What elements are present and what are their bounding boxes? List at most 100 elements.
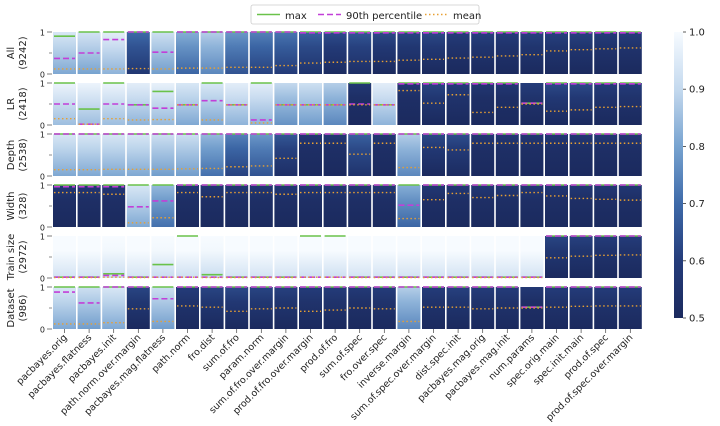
- heatmap-cell: [594, 83, 618, 125]
- heatmap-cell: [618, 134, 642, 176]
- heatmap-cell: [274, 236, 298, 278]
- heatmap-cell: [446, 236, 470, 278]
- y-tick-label: 0: [40, 275, 45, 284]
- y-tick-label: 1: [40, 284, 45, 293]
- heatmap-cell: [569, 287, 593, 329]
- heatmap-cell: [471, 185, 495, 227]
- heatmap-cell: [348, 134, 372, 176]
- legend-mean-label: mean: [453, 11, 481, 22]
- heatmap-cell: [397, 83, 421, 125]
- row-count-label: (986): [18, 294, 29, 321]
- heatmap-cell: [569, 32, 593, 74]
- heatmap-cell: [200, 185, 224, 227]
- heatmap-cell: [618, 236, 642, 278]
- heatmap-cell: [422, 83, 445, 125]
- heatmap-cell: [102, 134, 126, 176]
- heatmap-cell: [274, 287, 298, 329]
- heatmap-cell: [545, 32, 568, 74]
- heatmap-cell: [372, 32, 396, 74]
- colorbar: 1.0 0.9 0.8 0.7 0.6 0.5: [674, 28, 705, 325]
- heatmap-cell: [520, 32, 544, 74]
- heatmap-cell: [200, 32, 224, 74]
- heatmap-cell: [594, 32, 618, 74]
- heatmap-cell: [225, 32, 249, 74]
- legend-max-label: max: [285, 11, 307, 22]
- heatmap-cell: [618, 185, 642, 227]
- heatmap-cell: [102, 32, 126, 74]
- heatmap-cell: [520, 83, 544, 125]
- heatmap-cell: [397, 236, 421, 278]
- heatmap-cell: [249, 287, 273, 329]
- y-tick-label: 1: [40, 29, 45, 38]
- heatmap-cell: [151, 83, 175, 125]
- heatmap-cell: [422, 236, 445, 278]
- heatmap-cell: [495, 134, 519, 176]
- heatmap-cell: [299, 236, 322, 278]
- colorbar-tick-label: 0.8: [689, 142, 705, 153]
- heatmap-cell: [77, 83, 101, 125]
- heatmap-cell: [446, 287, 470, 329]
- heatmap-cell: [151, 236, 175, 278]
- heatmap-cell: [348, 287, 372, 329]
- heatmap-cell: [151, 287, 175, 329]
- row-count-label: (328): [18, 192, 29, 219]
- heatmap-cell: [299, 32, 322, 74]
- heatmap-cell: [225, 185, 249, 227]
- heatmap-cell: [594, 185, 618, 227]
- y-tick-label: 1: [40, 182, 45, 191]
- heatmap-cell: [446, 185, 470, 227]
- heatmap-cell: [422, 287, 445, 329]
- heatmap-cell: [176, 236, 199, 278]
- row-label: All: [6, 47, 17, 59]
- heatmap-cell: [274, 185, 298, 227]
- heatmap-cell: [618, 32, 642, 74]
- heatmap-cell: [348, 236, 372, 278]
- heatmap-cell: [200, 134, 224, 176]
- heatmap-cell: [397, 134, 421, 176]
- legend-90th-label: 90th percentile: [346, 11, 422, 22]
- heatmap-cell: [495, 236, 519, 278]
- heatmap-cell: [422, 32, 445, 74]
- colorbar-tick-label: 0.9: [689, 85, 705, 96]
- heatmap-cell: [77, 185, 101, 227]
- heatmap-cell: [299, 287, 322, 329]
- heatmap-cell: [323, 83, 347, 125]
- heatmap-cell: [151, 134, 175, 176]
- heatmap-cell: [249, 134, 273, 176]
- colorbar-tick-label: 0.5: [689, 314, 705, 325]
- y-tick-label: 0: [40, 326, 45, 335]
- heatmap-cell: [446, 32, 470, 74]
- heatmap-cell: [323, 185, 347, 227]
- heatmap-cell: [274, 83, 298, 125]
- y-tick-label: 0: [40, 122, 45, 131]
- heatmap-cell: [126, 134, 150, 176]
- heatmap-cell: [397, 287, 421, 329]
- heatmap-cell: [545, 185, 568, 227]
- row-label: Width: [6, 191, 17, 220]
- heatmap-cell: [151, 185, 175, 227]
- heatmap-cell: [176, 134, 199, 176]
- heatmap-cell: [53, 236, 76, 278]
- heatmap-cell: [422, 185, 445, 227]
- heatmap-cell: [323, 134, 347, 176]
- heatmap-cell: [53, 32, 76, 74]
- y-tick-label: 0: [40, 71, 45, 80]
- legend: max 90th percentile mean: [250, 4, 481, 25]
- heatmap-cell: [372, 236, 396, 278]
- row-label: Dataset: [6, 288, 17, 327]
- heatmap-cell: [471, 134, 495, 176]
- heatmap-cell: [126, 32, 150, 74]
- y-tick-label: 1: [40, 80, 45, 89]
- heatmap-cell: [446, 134, 470, 176]
- heatmap-cell: [126, 83, 150, 125]
- heatmap-cell: [348, 185, 372, 227]
- heatmap-cell: [176, 185, 199, 227]
- heatmap-cell: [225, 236, 249, 278]
- heatmap-cell: [372, 83, 396, 125]
- heatmap-cell: [618, 83, 642, 125]
- heatmap-cell: [77, 287, 101, 329]
- colorbar-gradient: [674, 32, 683, 318]
- heatmap-cell: [77, 134, 101, 176]
